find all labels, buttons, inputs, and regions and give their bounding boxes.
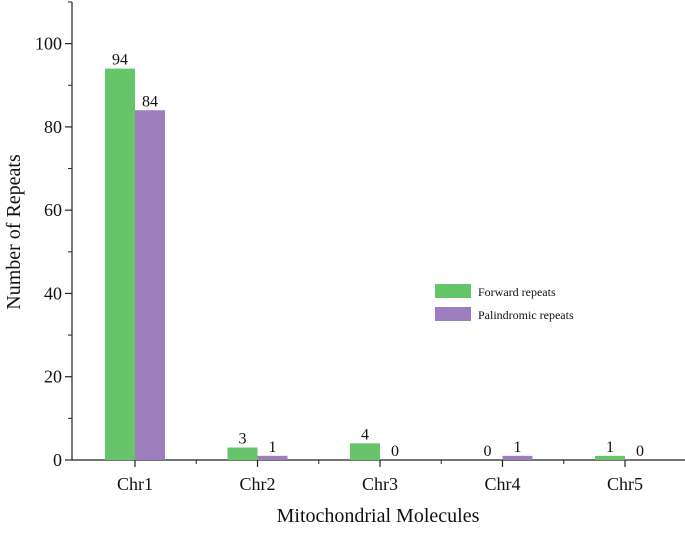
data-label-forward-chr5: 1 [606,439,614,456]
bar-palindromic-chr1 [135,110,165,460]
legend: Forward repeats Palindromic repeats [435,284,574,322]
x-tick-label-chr2: Chr2 [240,474,276,494]
y-tick-label: 100 [35,34,62,54]
x-tick-label-chr3: Chr3 [362,474,398,494]
bars [105,68,625,461]
y-tick-label: 40 [44,283,62,303]
legend-swatch-palindromic-repeats [435,307,471,321]
x-tick-label-chr4: Chr4 [485,474,521,494]
y-tick-label: 80 [44,117,62,137]
data-labels: 94 84 3 1 4 0 0 1 1 0 [112,52,644,460]
bar-palindromic-chr2 [257,455,288,460]
y-tick-label: 60 [44,200,62,220]
legend-label-palindromic-repeats: Palindromic repeats [478,308,574,322]
bar-forward-chr1 [105,68,135,461]
y-tick-label: 20 [44,367,62,387]
bar-forward-chr2 [227,447,258,460]
bar-forward-chr3 [350,443,380,460]
data-label-palindromic-chr5: 0 [636,443,644,460]
data-label-forward-chr3: 4 [361,426,369,443]
data-label-palindromic-chr2: 1 [269,439,277,456]
axes [65,1,685,467]
x-tick-label-chr5: Chr5 [607,474,643,494]
data-label-palindromic-chr3: 0 [391,443,399,460]
data-label-forward-chr1: 94 [112,52,128,69]
x-tick-label-chr1: Chr1 [117,474,153,494]
data-label-forward-chr4: 0 [484,443,492,460]
bar-palindromic-chr4 [502,455,533,460]
legend-swatch-forward-repeats [435,284,471,298]
data-label-forward-chr2: 3 [239,431,247,448]
y-axis-title: Number of Repeats [3,154,25,310]
bar-forward-chr5 [595,455,625,460]
legend-label-forward-repeats: Forward repeats [478,285,556,299]
y-tick-label: 0 [53,450,62,470]
data-label-palindromic-chr1: 84 [142,93,158,110]
data-label-palindromic-chr4: 1 [514,439,522,456]
x-axis-title: Mitochondrial Molecules [277,505,480,527]
